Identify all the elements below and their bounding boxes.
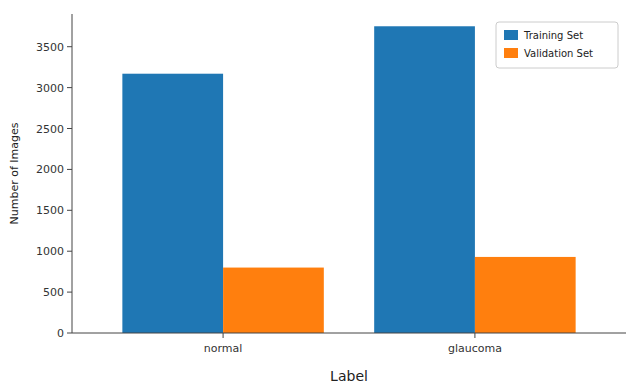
y-axis-label: Number of Images bbox=[8, 122, 21, 224]
x-axis-label: Label bbox=[330, 368, 368, 384]
y-tick-label: 2500 bbox=[36, 123, 64, 136]
legend-swatch bbox=[504, 48, 518, 58]
legend-swatch bbox=[504, 30, 518, 40]
legend: Training Set Validation Set bbox=[496, 22, 618, 68]
x-tick-label: normal bbox=[204, 342, 243, 355]
y-tick bbox=[67, 128, 72, 129]
legend-label: Training Set bbox=[523, 30, 583, 41]
bar bbox=[374, 26, 475, 333]
x-tick-label: glaucoma bbox=[448, 342, 502, 355]
y-tick bbox=[67, 210, 72, 211]
bars bbox=[122, 26, 575, 333]
y-tick-label: 0 bbox=[57, 327, 64, 340]
chart-container: 0 500 1000 1500 2000 2500 3000 3500 normal glauco… bbox=[0, 0, 640, 391]
x-tick bbox=[474, 333, 475, 338]
y-tick bbox=[67, 251, 72, 252]
bar bbox=[122, 74, 223, 333]
y-tick-label: 2000 bbox=[36, 163, 64, 176]
x-tick bbox=[223, 333, 224, 338]
legend-label: Validation Set bbox=[524, 48, 593, 59]
y-tick bbox=[67, 169, 72, 170]
y-tick bbox=[67, 333, 72, 334]
y-axis-line bbox=[72, 14, 73, 333]
x-axis-line bbox=[72, 333, 626, 334]
background bbox=[0, 0, 640, 391]
y-tick-label: 1500 bbox=[36, 204, 64, 217]
y-tick bbox=[67, 46, 72, 47]
y-tick-label: 3000 bbox=[36, 82, 64, 95]
y-tick bbox=[67, 292, 72, 293]
y-tick-label: 1000 bbox=[36, 245, 64, 258]
bar bbox=[223, 268, 324, 333]
y-tick-label: 500 bbox=[43, 286, 64, 299]
y-tick-label: 3500 bbox=[36, 41, 64, 54]
y-tick bbox=[67, 87, 72, 88]
bar bbox=[475, 257, 576, 333]
chart-svg: 0 500 1000 1500 2000 2500 3000 3500 normal glauco… bbox=[0, 0, 640, 391]
legend-box bbox=[496, 22, 618, 68]
